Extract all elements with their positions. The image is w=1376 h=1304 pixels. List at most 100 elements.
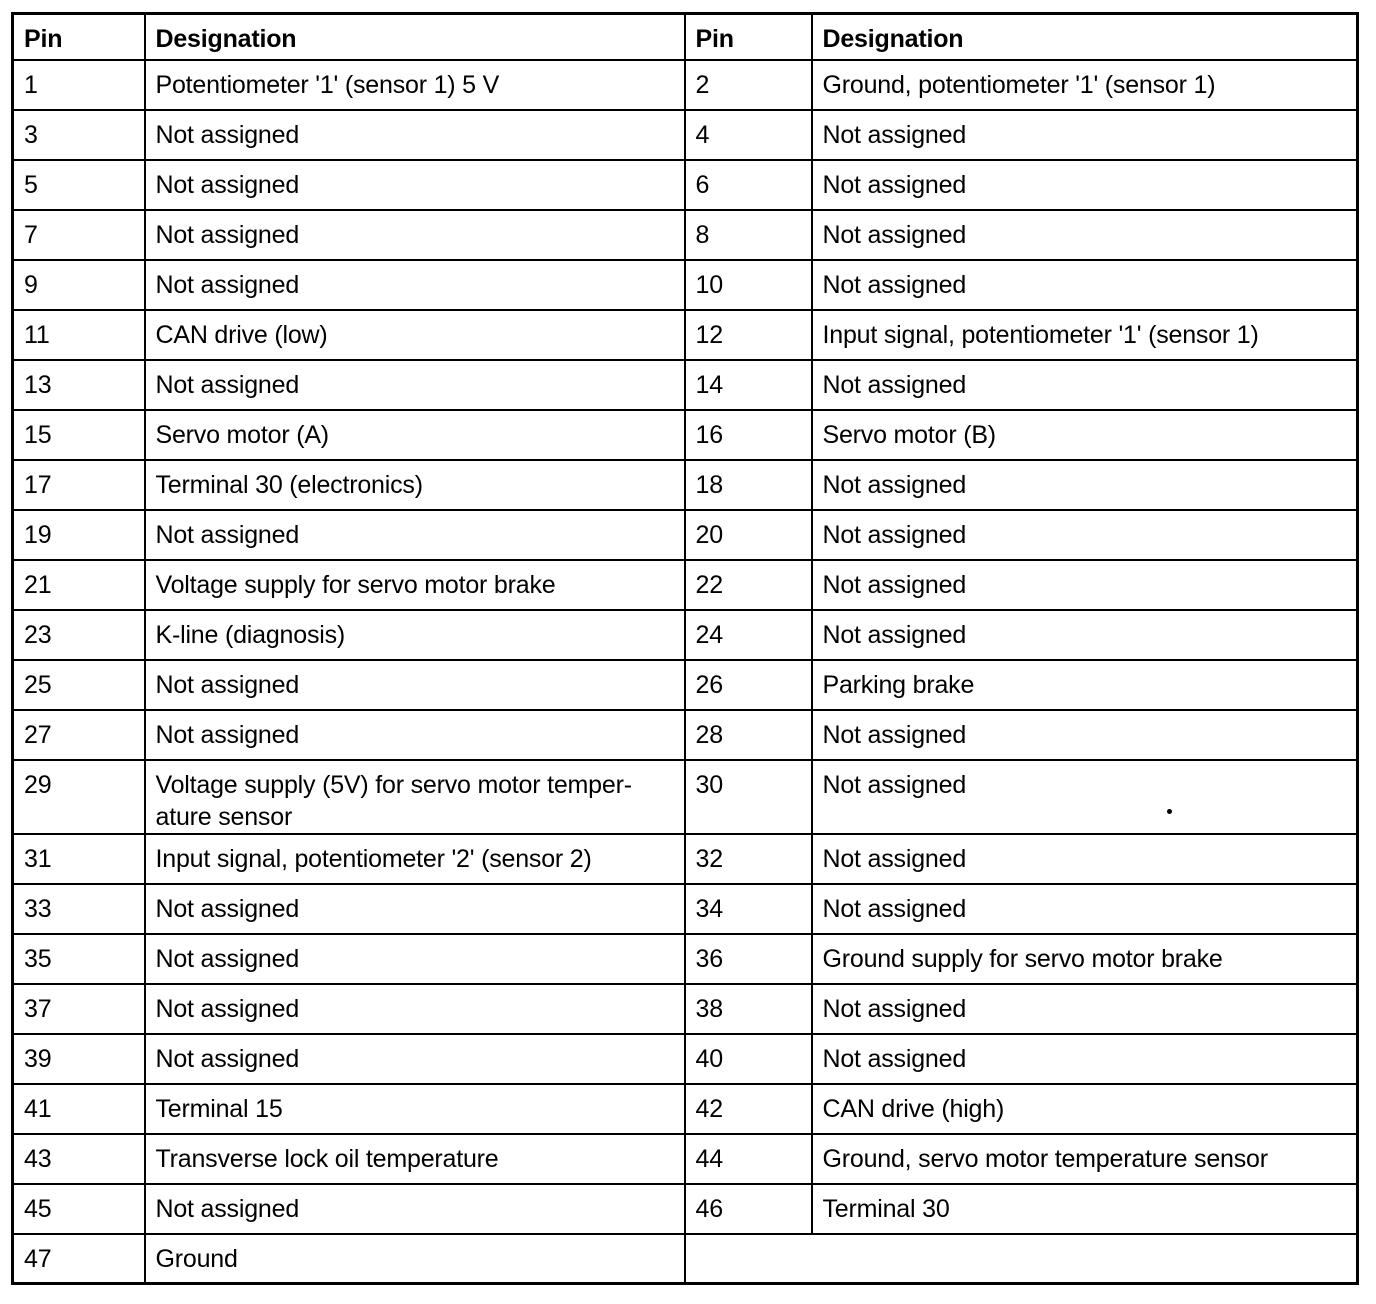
cell-text: Transverse lock oil temperature: [155, 1144, 499, 1173]
cell-text: 34: [695, 894, 724, 923]
cell-text: Not assigned: [822, 844, 967, 873]
designation-cell: Potentiometer '1' (sensor 1) 5 V: [143, 58, 686, 111]
cell-text: Not assigned: [822, 270, 967, 299]
cell-text: 5: [24, 170, 38, 199]
pin-cell: 36: [683, 932, 813, 985]
designation-cell: Not assigned: [143, 1032, 686, 1085]
table-row: 47 Ground: [11, 1232, 1359, 1285]
pin-cell: 41: [11, 1082, 146, 1135]
designation-cell: Not assigned: [810, 458, 1359, 511]
designation-cell: Not assigned: [143, 258, 686, 311]
table-row: 25 Not assigned 26 Parking brake: [11, 658, 1359, 711]
designation-cell: Not assigned: [810, 608, 1359, 661]
pin-cell: 21: [11, 558, 146, 611]
designation-cell: CAN drive (high): [810, 1082, 1359, 1135]
cell-text: 38: [695, 994, 724, 1023]
cell-text: Not assigned: [822, 570, 967, 599]
designation-cell: Not assigned: [810, 358, 1359, 411]
designation-cell: Terminal 15: [143, 1082, 686, 1135]
table-row: 3 Not assigned 4 Not assigned: [11, 108, 1359, 161]
cell-text: 17: [24, 470, 52, 499]
cell-text: Not assigned: [155, 520, 300, 549]
table-row: 11 CAN drive (low) 12 Input signal, potenti…: [11, 308, 1359, 361]
pin-cell: 42: [683, 1082, 813, 1135]
designation-cell: Not assigned: [143, 982, 686, 1035]
table-row: 39 Not assigned 40 Not assigned: [11, 1032, 1359, 1085]
pin-cell: 33: [11, 882, 146, 935]
cell-text: 33: [24, 894, 52, 923]
pin-cell: 30: [683, 758, 813, 835]
cell-text: 42: [695, 1094, 724, 1123]
header-text: Pin: [695, 25, 734, 53]
cell-text: Terminal 30: [822, 1194, 950, 1223]
table-row: 41 Terminal 15 42 CAN drive (high): [11, 1082, 1359, 1135]
designation-cell: Not assigned: [143, 208, 686, 261]
table-row: 7 Not assigned 8 Not assigned: [11, 208, 1359, 261]
designation-cell: Not assigned: [810, 108, 1359, 161]
pin-cell: 45: [11, 1182, 146, 1235]
cell-text: Voltage supply (5V) for servo motor temp…: [155, 770, 633, 831]
cell-text: K-line (diagnosis): [155, 620, 346, 649]
cell-text: Not assigned: [155, 1044, 300, 1073]
pin-cell: 25: [11, 658, 146, 711]
header-text: Pin: [24, 25, 63, 53]
cell-text: 35: [24, 944, 52, 973]
cell-text: 19: [24, 520, 52, 549]
table-row: 13 Not assigned 14 Not assigned: [11, 358, 1359, 411]
header-row: Pin Designation Pin Designation: [11, 12, 1359, 61]
cell-text: 23: [24, 620, 52, 649]
designation-cell: Not assigned: [143, 508, 686, 561]
cell-text: 43: [24, 1144, 52, 1173]
designation-cell: Transverse lock oil temperature: [143, 1132, 686, 1185]
designation-cell: Not assigned: [143, 108, 686, 161]
cell-text: 41: [24, 1094, 52, 1123]
cell-text: Ground, potentiometer '1' (sensor 1): [822, 70, 1216, 99]
ink-speck-dot: [1166, 808, 1172, 814]
empty-merged-cell: [683, 1232, 1359, 1285]
designation-cell: Not assigned: [810, 508, 1359, 561]
cell-text: Ground: [155, 1244, 238, 1273]
cell-text: 27: [24, 720, 52, 749]
pin-cell: 26: [683, 658, 813, 711]
pin-cell: 5: [11, 158, 146, 211]
designation-cell: Parking brake: [810, 658, 1359, 711]
designation-cell: Not assigned: [810, 558, 1359, 611]
pin-cell: 46: [683, 1182, 813, 1235]
pin-cell: 6: [683, 158, 813, 211]
pin-cell: 18: [683, 458, 813, 511]
cell-text: 9: [24, 270, 38, 299]
cell-text: 15: [24, 420, 52, 449]
cell-text: 3: [24, 120, 38, 149]
cell-text: Not assigned: [822, 894, 967, 923]
pin-cell: 43: [11, 1132, 146, 1185]
cell-text: 2: [695, 70, 710, 99]
cell-text: Terminal 30 (electronics): [155, 470, 424, 499]
cell-text: Input signal, potentiometer '2' (sensor …: [155, 844, 592, 873]
cell-text: Ground, servo motor temperature sensor: [822, 1144, 1269, 1173]
table-row: 27 Not assigned 28 Not assigned: [11, 708, 1359, 761]
cell-text: 28: [695, 720, 724, 749]
cell-text: Not assigned: [155, 994, 300, 1023]
cell-text: CAN drive (low): [155, 320, 328, 349]
cell-text: 22: [695, 570, 724, 599]
table-row: 35 Not assigned 36 Ground supply for servo …: [11, 932, 1359, 985]
document-page: Pin Designation Pin Designation 1 Potenti…: [11, 12, 1359, 1285]
pin-cell: 7: [11, 208, 146, 261]
designation-cell: Not assigned: [810, 982, 1359, 1035]
pin-cell: 28: [683, 708, 813, 761]
cell-text: 6: [695, 170, 710, 199]
designation-cell: Not assigned: [143, 932, 686, 985]
cell-text: Servo motor (B): [822, 420, 997, 449]
cell-text: 40: [695, 1044, 724, 1073]
designation-cell: Terminal 30: [810, 1182, 1359, 1235]
cell-text: Not assigned: [822, 470, 967, 499]
cell-text: Not assigned: [155, 170, 300, 199]
table-row: 9 Not assigned 10 Not assigned: [11, 258, 1359, 311]
cell-text: 39: [24, 1044, 52, 1073]
table-row: 19 Not assigned 20 Not assigned: [11, 508, 1359, 561]
cell-text: 11: [24, 320, 50, 349]
table-row: 5 Not assigned 6 Not assigned: [11, 158, 1359, 211]
cell-text: Ground supply for servo motor brake: [822, 944, 1223, 973]
designation-column-header: Designation: [143, 12, 686, 61]
pin-cell: 29: [11, 758, 146, 835]
